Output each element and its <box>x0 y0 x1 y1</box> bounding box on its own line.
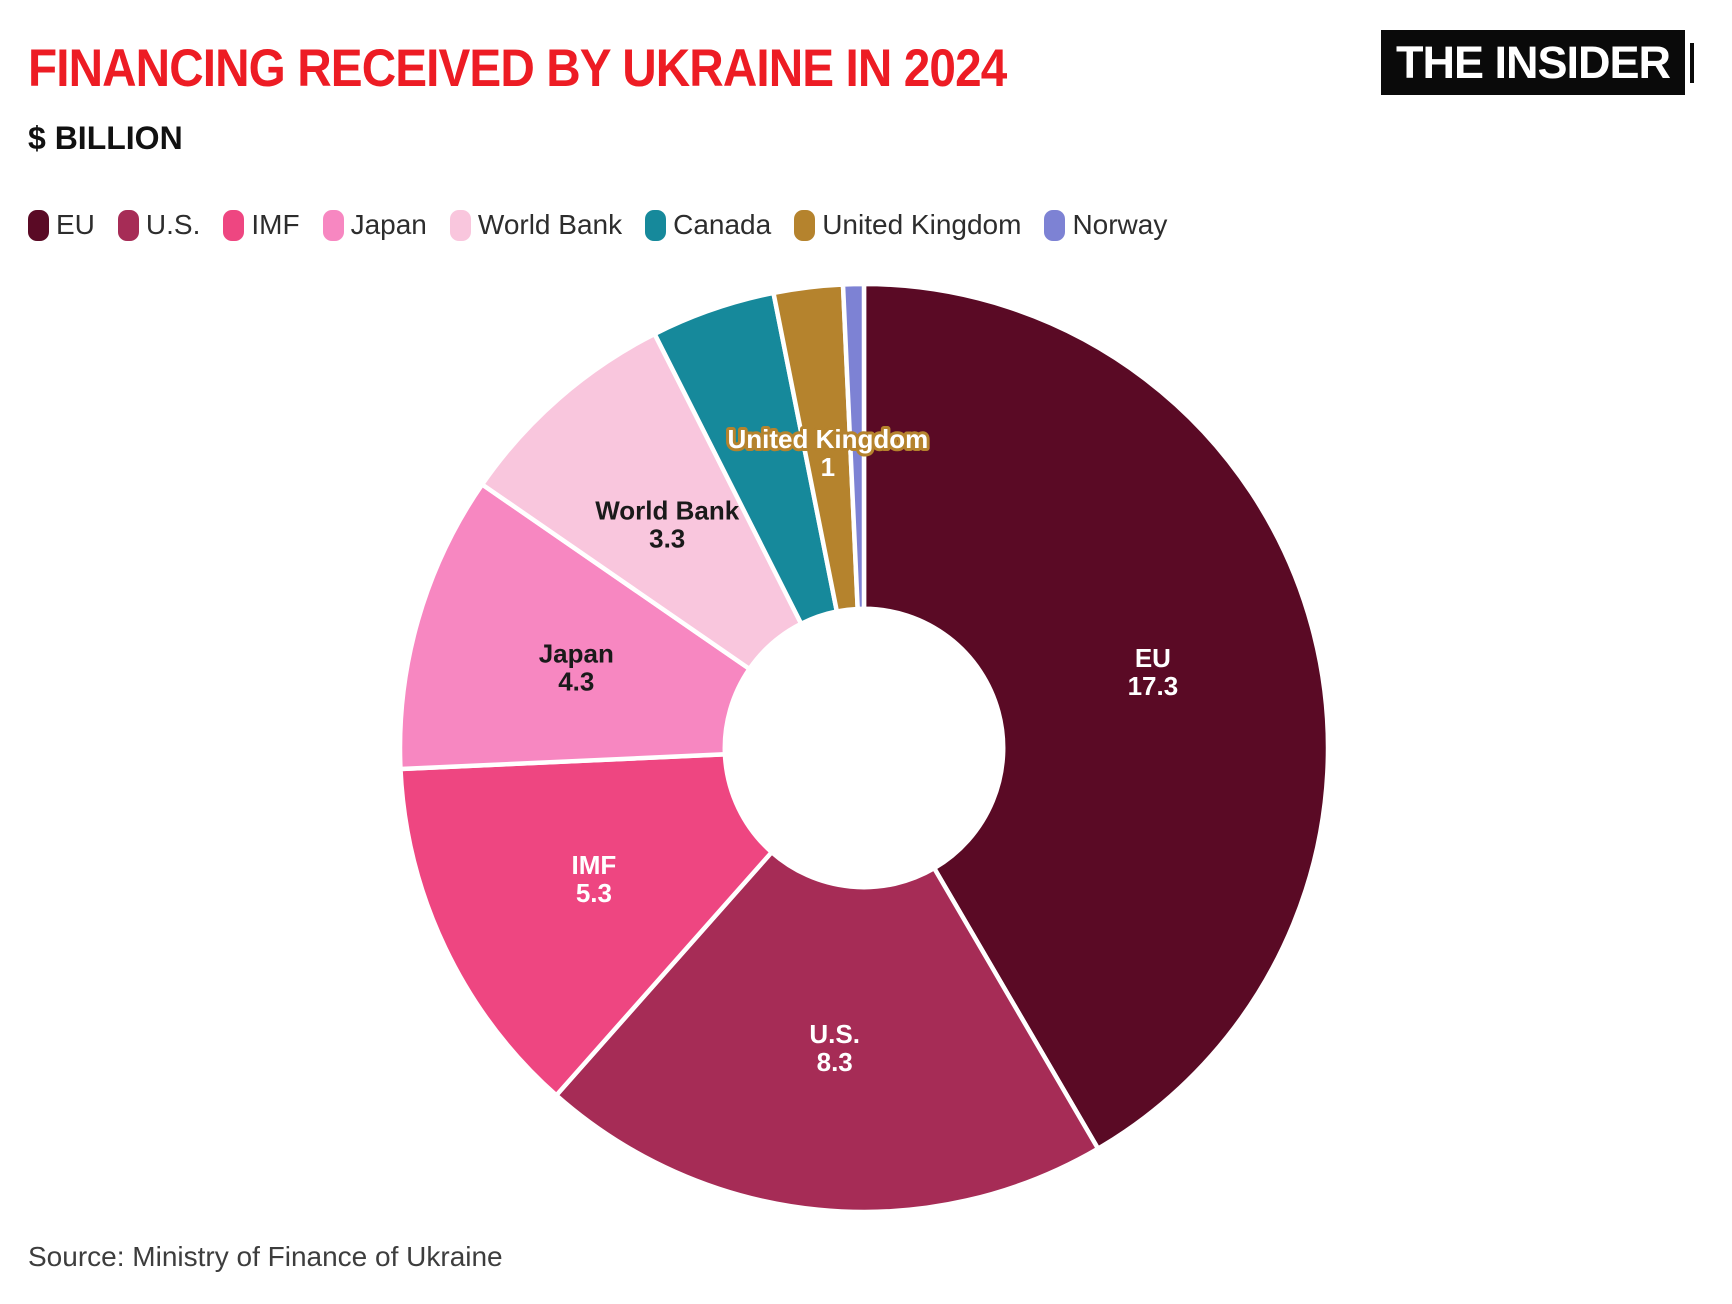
slice-label-japan-value: 4.3 <box>558 667 594 697</box>
legend-item: IMF <box>223 209 300 241</box>
slice-label-eu-value: 17.3 <box>1128 671 1179 701</box>
legend-swatch <box>794 209 816 241</box>
legend-item: EU <box>28 209 95 241</box>
slice-label-eu-name: EU <box>1135 643 1171 673</box>
publisher-logo: THE INSIDER <box>1380 30 1694 95</box>
source-note: Source: Ministry of Finance of Ukraine <box>28 1241 503 1272</box>
slice-label-u-s-name: U.S. <box>809 1019 860 1049</box>
legend-label: World Bank <box>477 209 623 240</box>
legend: EU U.S. IMF Japan World Bank Canada United Kin… <box>28 209 1167 241</box>
slice-world-bank <box>479 330 805 673</box>
legend-label: EU <box>56 209 95 240</box>
slice-label-world-bank-name: World Bank <box>595 496 740 526</box>
publisher-logo-text: THE INSIDER <box>1380 30 1685 95</box>
slice-norway <box>840 281 867 612</box>
slice-u-s <box>553 849 1102 1215</box>
slice-label-u-s-value: 8.3 <box>817 1047 853 1077</box>
legend-label: Japan <box>350 209 427 240</box>
legend-swatch <box>645 209 667 241</box>
legend-label: IMF <box>251 209 300 240</box>
slice-label-united-kingdom-name: United Kingdom <box>728 424 929 454</box>
slice-label-imf-name: IMF <box>572 850 617 880</box>
legend-item: Canada <box>645 209 771 241</box>
page-title: FINANCING RECEIVED BY UKRAINE IN 2024 <box>28 39 1007 98</box>
slice-japan <box>397 481 753 772</box>
legend-item: U.S. <box>117 209 201 241</box>
legend-label: U.S. <box>145 209 201 240</box>
slice-label-world-bank-value: 3.3 <box>649 524 685 554</box>
slice-label-japan-name: Japan <box>539 639 614 669</box>
units-subtitle: $ BILLION <box>28 120 183 156</box>
slice-eu <box>861 281 1331 1152</box>
legend-item: Japan <box>322 209 427 241</box>
slice-label-imf-value: 5.3 <box>576 878 612 908</box>
logo-cursor-bar <box>1690 42 1694 83</box>
legend-label: Norway <box>1072 209 1168 240</box>
legend-swatch <box>449 209 471 241</box>
legend-label: United Kingdom <box>822 209 1022 240</box>
legend-swatch <box>28 209 49 241</box>
slice-imf <box>398 751 775 1099</box>
slice-label-united-kingdom-value: 1 <box>821 452 835 482</box>
legend-swatch <box>117 209 139 241</box>
legend-item: Norway <box>1044 209 1167 241</box>
legend-swatch <box>223 209 245 241</box>
legend-swatch <box>322 209 344 241</box>
legend-item: United Kingdom <box>794 209 1021 241</box>
legend-swatch <box>1044 209 1066 241</box>
legend-label: Canada <box>673 209 772 240</box>
legend-item: World Bank <box>449 209 623 241</box>
